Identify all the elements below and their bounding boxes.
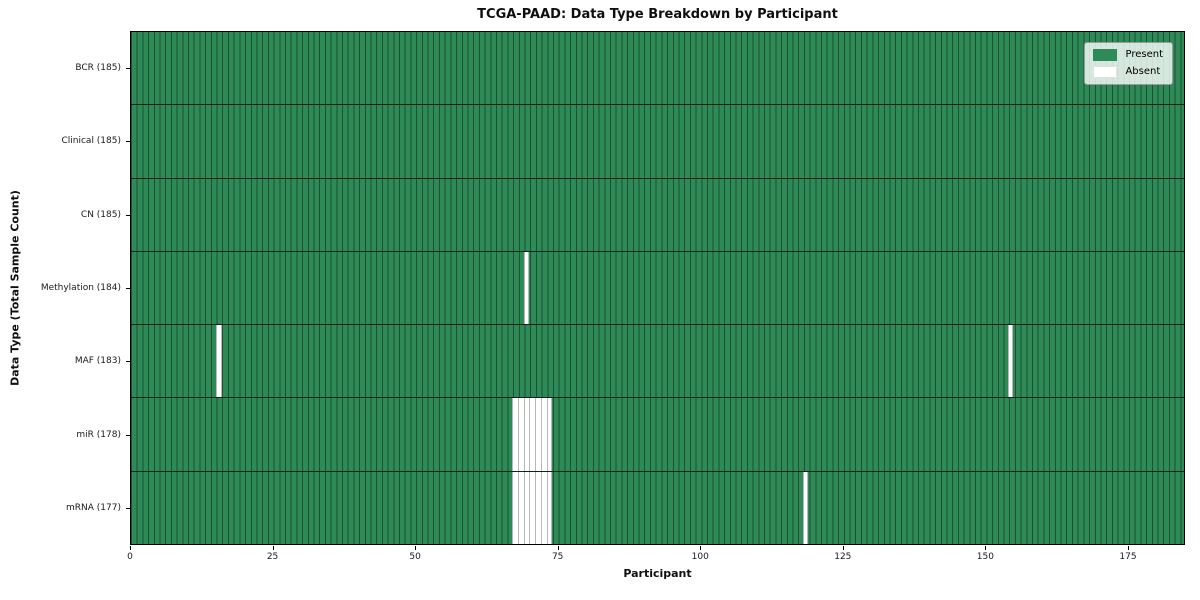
y-tick-mark [126,361,130,363]
y-tick-label-mrna: mRNA (177) [66,503,121,514]
absent-cell [546,471,553,544]
y-tick-mark [126,508,130,510]
row-mrna [131,470,1184,544]
x-tick-mark [557,546,559,550]
row-mir [131,397,1184,471]
x-tick-mark [985,546,987,550]
y-axis: BCR (185) Clinical (185) CN (185) Methylati… [0,31,130,545]
absent-cell [216,325,223,398]
y-tick-label-bcr: BCR (185) [75,62,121,73]
plot-area [130,31,1185,545]
x-tick-label: 50 [409,552,421,562]
absent-cell [540,398,547,471]
absent-cell [1007,325,1014,398]
x-tick-mark [272,546,274,550]
row-cn [131,177,1184,251]
x-tick-label: 0 [127,552,133,562]
absent-cell [512,398,519,471]
y-tick-mark [126,141,130,143]
y-tick-label-methylation: Methylation (184) [40,283,121,293]
chart-title: TCGA-PAAD: Data Type Breakdown by Partic… [477,7,838,22]
absent-cell [529,471,536,544]
absent-cell [546,398,553,471]
row-maf [131,324,1184,398]
y-tick-mark [126,434,130,436]
x-tick-mark [1127,546,1129,550]
absent-cell [523,251,530,325]
y-tick-label-mir: miR (178) [76,429,121,440]
absent-cell [540,471,547,544]
absent-cell [512,471,519,544]
absent-cell [523,471,530,544]
absent-cell [529,398,536,471]
absent-cell [518,398,524,471]
y-tick-mark [126,214,130,216]
row-methylation [131,250,1184,325]
x-tick-label: 75 [551,552,564,562]
x-axis-label: Participant [623,567,692,580]
absent-cell [535,398,541,471]
legend-label: Absent [1125,66,1161,77]
y-tick-label-maf: MAF (183) [74,356,121,367]
y-tick-mark [126,288,130,289]
x-tick-mark [700,546,702,550]
row-bcr [131,32,1184,104]
y-tick-label-cn: CN (185) [80,209,121,220]
x-tick-label: 125 [834,552,852,562]
row-clinical [131,104,1184,177]
legend-swatch-absent [1093,66,1118,78]
legend-item-present: Present [1093,49,1163,61]
x-axis: 0 25 50 75 100 125 150 175 [127,545,1185,567]
y-tick-mark [126,67,130,69]
x-tick-mark [415,546,417,550]
legend-item-absent: Absent [1093,66,1163,78]
y-tick-label-clinical: Clinical (185) [61,136,121,147]
x-tick-label: 175 [1119,552,1137,562]
legend-swatch-present [1093,49,1118,61]
absent-cell [518,471,524,544]
x-tick-mark [842,546,844,550]
x-tick-mark [130,546,131,550]
x-tick-label: 25 [266,552,279,562]
x-tick-label: 100 [691,552,709,562]
x-tick-label: 150 [976,552,994,562]
legend: Present Absent [1084,42,1173,85]
absent-cell [802,471,809,544]
absent-cell [523,398,530,471]
absent-cell [535,471,541,544]
legend-label: Present [1125,49,1163,60]
